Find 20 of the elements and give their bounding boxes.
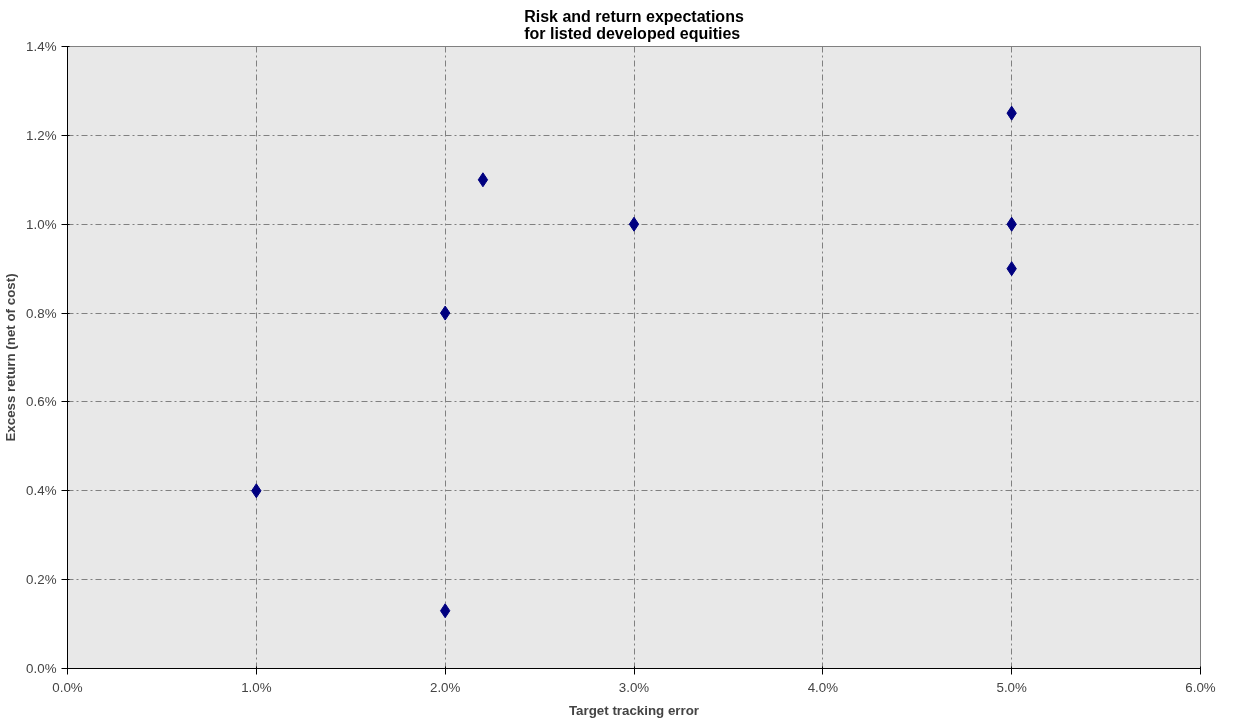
y-tick-label: 0.8%	[26, 305, 57, 321]
x-tick-label: 4.0%	[807, 679, 839, 695]
x-tick-label: 1.0%	[241, 679, 272, 695]
chart-title: Risk and return expectations for listed developed equities	[524, 7, 744, 42]
y-tick-label: 0.6%	[26, 394, 57, 410]
y-tick-label: 0.2%	[26, 572, 57, 588]
y-tick-label: 1.0%	[26, 216, 57, 232]
point	[628, 216, 640, 232]
y-tick-label: 1.4%	[26, 39, 57, 54]
y-tick-label: 0.0%	[26, 661, 57, 676]
y-axis-title: Excess return (net of cost)	[3, 273, 19, 442]
point	[477, 172, 489, 188]
x-tick-label: 6.0%	[1185, 679, 1216, 695]
y-tick-label: 1.2%	[26, 127, 57, 143]
y-tick-label: 0.4%	[26, 483, 57, 499]
x-tick-label: 0.0%	[52, 679, 83, 695]
x-tick-label: 2.0%	[429, 679, 461, 695]
x-tick-label: 3.0%	[618, 679, 650, 695]
x-tick-label: 5.0%	[996, 679, 1028, 695]
x-axis-title: Target tracking error	[568, 702, 700, 718]
